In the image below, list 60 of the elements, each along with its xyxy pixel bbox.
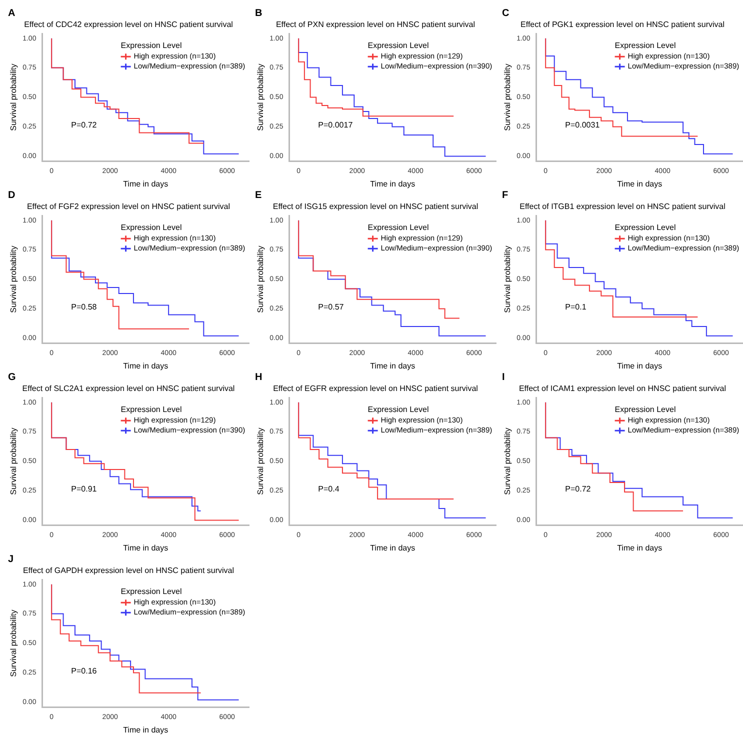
text: D (8, 190, 16, 201)
y-axis-title: Survival probability (9, 610, 18, 677)
y-axis-title: Survival probability (9, 246, 18, 313)
legend-title: Expression Level (614, 40, 676, 50)
x-axis-title: Time in days (123, 179, 168, 188)
legend-title: Expression Level (614, 404, 676, 414)
legend-title: Expression Level (368, 40, 429, 50)
x-axis-title: Time in days (123, 361, 168, 370)
x-axis-title: Time in days (370, 543, 416, 552)
chart-title: Effect of FGF2 expression level on HNSC patient survival (26, 202, 230, 212)
chart-title: Effect of CDC42 expression level on HNSC patient survival (24, 20, 234, 30)
text: H (255, 372, 262, 383)
annotation: P=0.0031 (565, 120, 600, 130)
legend-title: Expression Level (368, 222, 429, 232)
x-axis-title: Time in days (617, 543, 662, 552)
y-axis-title: Survival probability (9, 64, 18, 131)
chart-title: Effect of EGFR expression level on HNSC patient survival (273, 384, 478, 394)
annotation: P=0.91 (71, 484, 98, 494)
legend-title: Expression Level (120, 404, 182, 414)
annotation: P=0.4 (318, 484, 340, 494)
chart-title: Effect of PGK1 expression level on HNSC patient survival (520, 20, 725, 30)
x-axis-title: Time in days (370, 361, 416, 370)
x-axis-title: Time in days (617, 361, 662, 370)
legend-title: Expression Level (368, 404, 429, 414)
chart-title: Effect of ITGB1 expression level on HNSC patient survival (520, 202, 726, 212)
annotation: P=0.57 (318, 302, 344, 312)
legend-title: Expression Level (614, 222, 676, 232)
y-axis-title: Survival probability (256, 64, 266, 131)
annotation: P=0.72 (71, 120, 98, 130)
chart-title: Effect of SLC2A1 expression level on HNSC patient survival (22, 384, 235, 394)
text: A (8, 8, 16, 19)
x-axis-title: Time in days (370, 179, 416, 188)
text: G (8, 372, 16, 383)
annotation: P=0.58 (71, 302, 98, 312)
x-axis-title: Time in days (123, 725, 168, 734)
annotation: P=0.0017 (318, 120, 354, 130)
legend-title: Expression Level (120, 586, 182, 596)
chart-title: Effect of ICAM1 expression level on HNSC patient survival (518, 384, 726, 394)
annotation: P=0.1 (565, 302, 587, 312)
annotation: P=0.72 (565, 484, 592, 494)
y-axis-title: Survival probability (256, 246, 266, 313)
chart-title: Effect of PXN expression level on HNSC patient survival (276, 20, 476, 30)
text: F (502, 190, 508, 201)
y-axis-title: Survival probability (503, 428, 512, 495)
x-axis-title: Time in days (123, 543, 168, 552)
text: C (502, 8, 510, 19)
y-axis-title: Survival probability (256, 428, 266, 495)
annotation: P=0.16 (71, 666, 98, 676)
text: E (255, 190, 262, 201)
x-axis-title: Time in days (617, 179, 662, 188)
text: B (255, 8, 262, 19)
y-axis-title: Survival probability (503, 246, 512, 313)
y-axis-title: Survival probability (9, 428, 18, 495)
legend-title: Expression Level (120, 40, 182, 50)
text: J (8, 554, 14, 565)
y-axis-title: Survival probability (503, 64, 512, 131)
text: I (502, 372, 505, 383)
chart-title: Effect of GAPDH expression level on HNSC patient survival (22, 566, 234, 576)
legend-title: Expression Level (120, 222, 182, 232)
chart-title: Effect of ISG15 expression level on HNSC patient survival (272, 202, 478, 212)
